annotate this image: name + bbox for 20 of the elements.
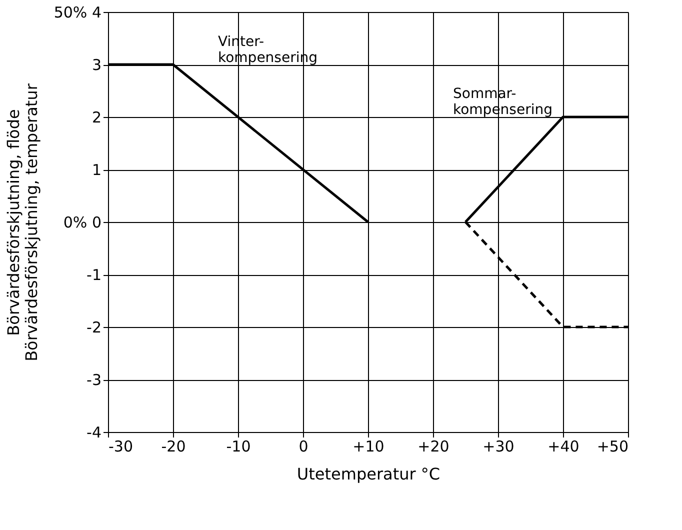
x-tick-label: +10: [352, 438, 384, 456]
x-tick-label: +50: [596, 438, 628, 456]
x-tick-label: -10: [226, 438, 251, 456]
y-tick-label: 2: [92, 108, 102, 126]
x-tick-label: +20: [418, 438, 450, 456]
x-tick-label: +30: [482, 438, 514, 456]
y-tick-label: 3: [92, 56, 102, 74]
y-tick-label: 1: [92, 161, 102, 179]
x-tick-label: +40: [548, 438, 580, 456]
y-tick-label: -2: [86, 318, 102, 336]
x-tick-label: -20: [161, 438, 186, 456]
y-axis-title: Börvärdesförskjutning, flöde Börvärdesförskjutning, temperatur: [4, 83, 41, 362]
x-tick-label: -30: [108, 438, 133, 456]
y-tick-label: -3: [86, 371, 102, 389]
y-tick-label: 0% 0: [63, 214, 102, 232]
y-tick-label: -4: [86, 424, 102, 442]
x-axis-title: Utetemperatur °C: [296, 464, 440, 484]
x-tick-label: 0: [298, 438, 308, 456]
y-tick-label: -1: [86, 266, 102, 284]
y-tick-label: 50% 4: [54, 4, 102, 22]
